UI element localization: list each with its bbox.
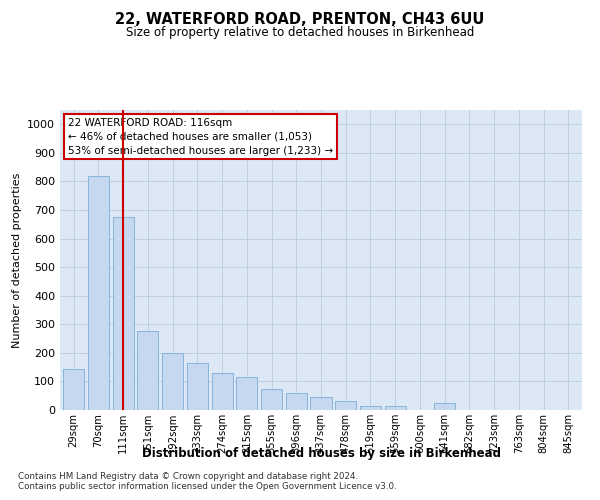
- Text: Distribution of detached houses by size in Birkenhead: Distribution of detached houses by size …: [142, 448, 500, 460]
- Bar: [261, 388, 282, 410]
- Text: 22 WATERFORD ROAD: 116sqm
← 46% of detached houses are smaller (1,053)
53% of se: 22 WATERFORD ROAD: 116sqm ← 46% of detac…: [68, 118, 333, 156]
- Bar: [162, 353, 183, 410]
- Bar: [385, 406, 406, 410]
- Bar: [63, 368, 84, 410]
- Bar: [212, 373, 233, 410]
- Bar: [286, 393, 307, 410]
- Bar: [137, 332, 158, 410]
- Bar: [360, 406, 381, 410]
- Text: Contains public sector information licensed under the Open Government Licence v3: Contains public sector information licen…: [18, 482, 397, 491]
- Y-axis label: Number of detached properties: Number of detached properties: [11, 172, 22, 348]
- Text: Contains HM Land Registry data © Crown copyright and database right 2024.: Contains HM Land Registry data © Crown c…: [18, 472, 358, 481]
- Bar: [187, 363, 208, 410]
- Text: 22, WATERFORD ROAD, PRENTON, CH43 6UU: 22, WATERFORD ROAD, PRENTON, CH43 6UU: [115, 12, 485, 28]
- Bar: [88, 176, 109, 410]
- Bar: [113, 217, 134, 410]
- Bar: [434, 403, 455, 410]
- Bar: [236, 377, 257, 410]
- Bar: [335, 402, 356, 410]
- Bar: [310, 397, 332, 410]
- Text: Size of property relative to detached houses in Birkenhead: Size of property relative to detached ho…: [126, 26, 474, 39]
